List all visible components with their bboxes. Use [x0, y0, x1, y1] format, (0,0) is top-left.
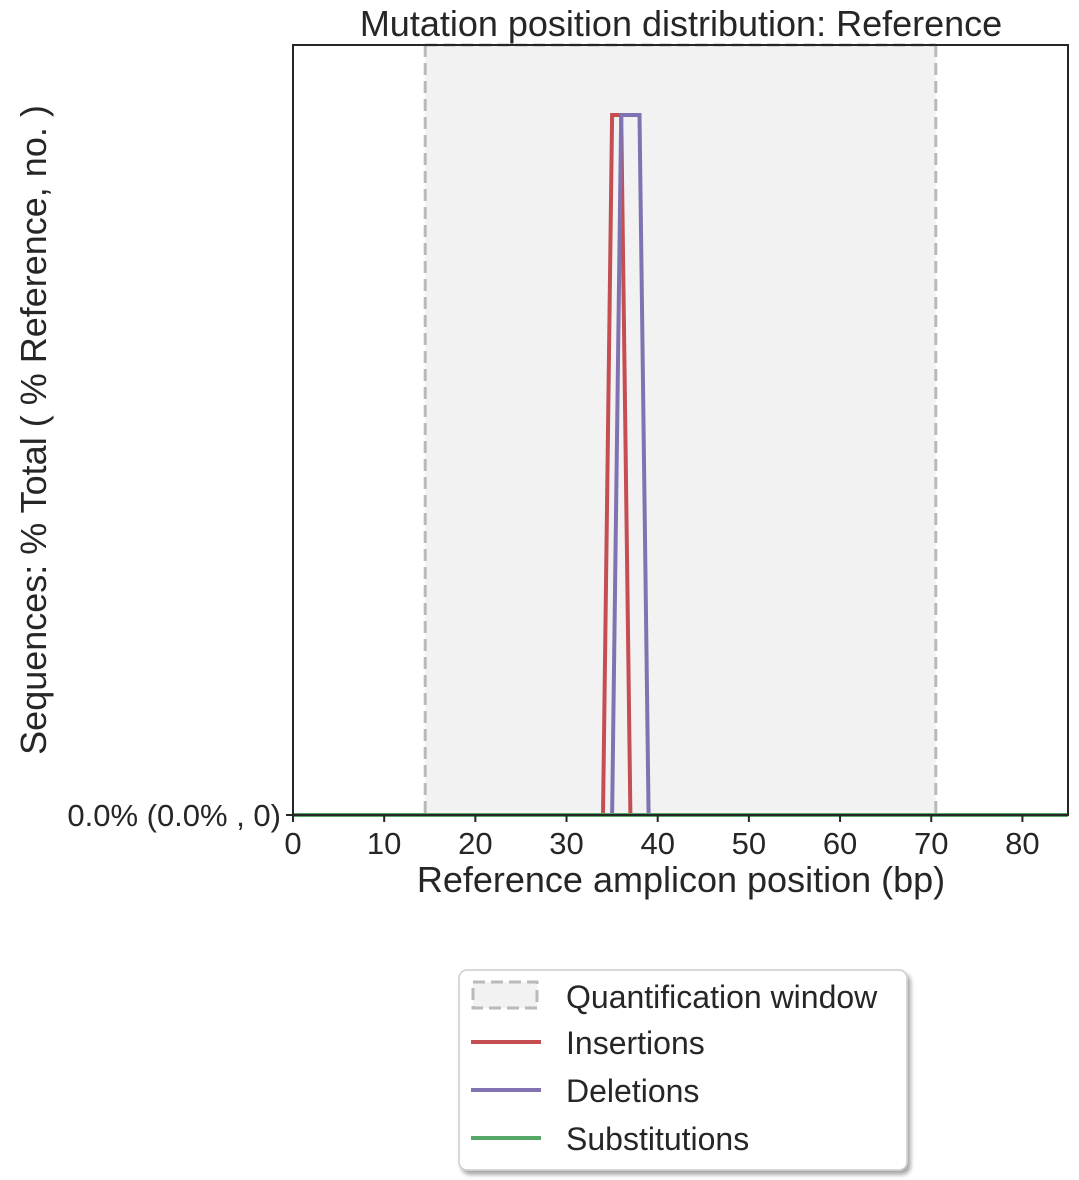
x-axis-ticks: 0 10 20 30 40 50 60 70 80	[284, 815, 1040, 861]
quantification-window-region	[425, 45, 936, 815]
x-tick-label: 20	[458, 826, 492, 861]
plot-frame	[292, 44, 1069, 816]
legend-label-substitutions: Substitutions	[566, 1121, 749, 1157]
x-tick-label: 40	[640, 826, 674, 861]
x-tick-label: 70	[914, 826, 948, 861]
plot-area	[292, 43, 1069, 817]
y-tick-label: 0.0% (0.0% , 0)	[67, 798, 281, 833]
x-tick-label: 10	[367, 826, 401, 861]
legend-label-deletions: Deletions	[566, 1073, 699, 1109]
x-tick-label: 60	[823, 826, 857, 861]
legend-box	[458, 969, 908, 1171]
x-tick-label: 30	[549, 826, 583, 861]
x-tick-label: 0	[284, 826, 301, 861]
y-axis-ticks: 0.0% (0.0% , 0)	[67, 798, 293, 833]
legend-label-insertions: Insertions	[566, 1025, 705, 1061]
legend: Quantification window Insertions Deletio…	[458, 969, 908, 1171]
x-tick-label: 50	[732, 826, 766, 861]
legend-label-quantification-window: Quantification window	[566, 979, 878, 1015]
chart-title: Mutation position distribution: Referenc…	[360, 3, 1002, 44]
x-axis-label: Reference amplicon position (bp)	[417, 859, 945, 900]
x-tick-label: 80	[1005, 826, 1039, 861]
legend-swatch-quantification-window	[471, 980, 539, 1010]
y-axis-label: Sequences: % Total ( % Reference, no. )	[13, 105, 54, 755]
